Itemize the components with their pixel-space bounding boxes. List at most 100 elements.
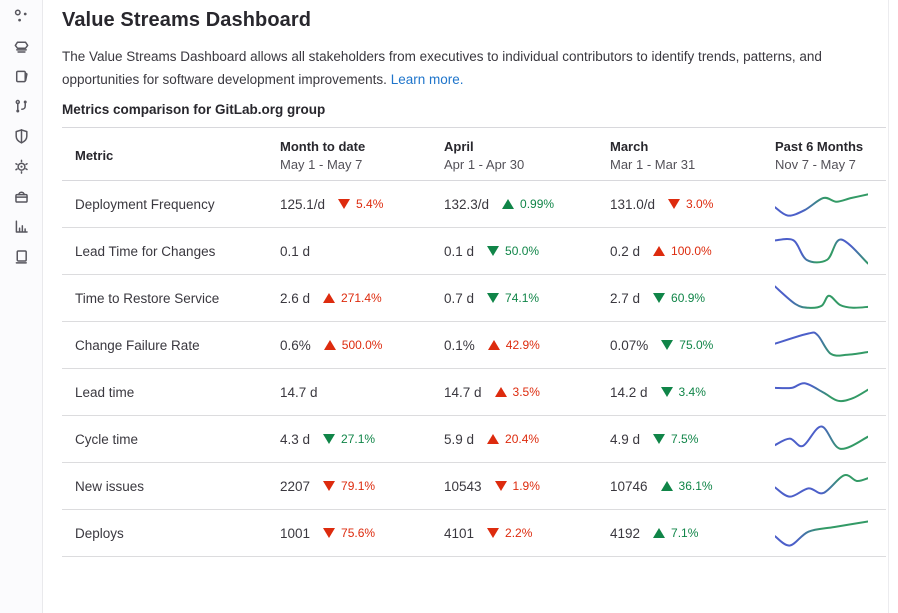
change-indicator: 2.2%	[487, 526, 532, 540]
triangle-down-icon	[668, 199, 681, 209]
triangle-down-icon	[653, 293, 666, 303]
change-percent: 3.4%	[678, 385, 706, 399]
triangle-up-icon	[487, 340, 500, 350]
table-row: Time to Restore Service 2.6 d 271.4% 0.7 d 7…	[62, 275, 886, 322]
metric-value: 4.9 d	[610, 431, 641, 447]
metric-value: 2.7 d	[610, 290, 641, 306]
metric-name: Lead Time for Changes	[75, 243, 216, 259]
change-indicator: 100.0%	[653, 244, 712, 258]
change-percent: 79.1%	[341, 479, 376, 493]
change-percent: 3.5%	[512, 385, 540, 399]
metric-value-cell: 4.9 d 7.5%	[610, 432, 775, 447]
dashboard-description: The Value Streams Dashboard allows all s…	[62, 45, 886, 91]
sparkline-cell	[775, 468, 886, 505]
metric-value: 4101	[444, 525, 475, 541]
column-header-past-6-months: Past 6 Months Nov 7 - May 7	[775, 137, 886, 172]
change-indicator: 75.0%	[661, 338, 713, 352]
chart-icon[interactable]	[13, 218, 30, 235]
metric-value-cell: 0.1 d 50.0%	[444, 244, 610, 259]
metric-value-cell: 5.9 d 20.4%	[444, 432, 610, 447]
metric-value-cell: 0.6% 500.0%	[280, 338, 444, 353]
metric-value-cell: 131.0/d 3.0%	[610, 197, 775, 212]
metric-value-cell: 0.7 d 74.1%	[444, 291, 610, 306]
triangle-down-icon	[494, 481, 507, 491]
package-icon[interactable]	[13, 188, 30, 205]
column-label: April	[444, 138, 474, 154]
gear-icon[interactable]	[13, 158, 30, 175]
change-indicator: 79.1%	[323, 479, 375, 493]
metric-value: 1001	[280, 525, 311, 541]
document-icon[interactable]	[13, 68, 30, 85]
change-indicator: 3.0%	[668, 197, 713, 211]
triangle-down-icon	[323, 481, 336, 491]
triangle-up-icon	[653, 246, 666, 256]
change-percent: 0.99%	[520, 197, 555, 211]
sparkline-chart	[775, 327, 868, 364]
metric-value: 132.3/d	[444, 196, 490, 212]
metrics-comparison-table: Metric Month to date May 1 - May 7 April Apr…	[62, 127, 886, 557]
page-title: Value Streams Dashboard	[62, 9, 312, 31]
triangle-down-icon	[487, 293, 500, 303]
metric-value: 2207	[280, 478, 311, 494]
circles-icon[interactable]	[13, 8, 30, 25]
sparkline-cell	[775, 186, 886, 223]
metric-value: 0.7 d	[444, 290, 475, 306]
metric-value: 0.07%	[610, 337, 649, 353]
column-header-metric: Metric	[62, 146, 280, 163]
learn-more-link[interactable]: Learn more.	[390, 72, 464, 87]
metric-value-cell: 10543 1.9%	[444, 479, 610, 494]
triangle-up-icon	[502, 199, 515, 209]
column-header-march: March Mar 1 - Mar 31	[610, 137, 775, 172]
change-percent: 500.0%	[341, 338, 383, 352]
table-row: Deployment Frequency 125.1/d 5.4% 132.3/d 0.…	[62, 181, 886, 228]
column-label: Month to date	[280, 138, 366, 154]
metric-value: 10746	[610, 478, 648, 494]
shield-icon[interactable]	[13, 128, 30, 145]
change-percent: 7.5%	[671, 432, 699, 446]
book-icon[interactable]	[13, 248, 30, 265]
change-percent: 74.1%	[505, 291, 540, 305]
change-indicator: 42.9%	[487, 338, 540, 352]
metric-value-cell: 0.1% 42.9%	[444, 338, 610, 353]
change-indicator: 7.1%	[653, 526, 698, 540]
change-percent: 36.1%	[678, 479, 713, 493]
sparkline-cell	[775, 280, 886, 317]
table-row: New issues 2207 79.1% 10543 1.9% 10746 36.1%	[62, 463, 886, 510]
server-icon[interactable]	[13, 38, 30, 55]
change-percent: 42.9%	[505, 338, 540, 352]
change-percent: 1.9%	[512, 479, 540, 493]
metric-value-cell: 14.7 d	[280, 385, 444, 400]
change-indicator: 500.0%	[323, 338, 383, 352]
triangle-up-icon	[494, 387, 507, 397]
change-indicator: 7.5%	[653, 432, 698, 446]
metric-value-cell: 4192 7.1%	[610, 526, 775, 541]
metric-value-cell: 1001 75.6%	[280, 526, 444, 541]
metric-value: 125.1/d	[280, 196, 326, 212]
change-indicator: 50.0%	[487, 244, 539, 258]
metric-value-cell: 0.1 d	[280, 244, 444, 259]
metric-value: 131.0/d	[610, 196, 656, 212]
change-indicator: 20.4%	[487, 432, 539, 446]
change-percent: 100.0%	[671, 244, 712, 258]
branch-icon[interactable]	[13, 98, 30, 115]
column-date-range: Apr 1 - Apr 30	[444, 156, 525, 172]
table-row: Cycle time 4.3 d 27.1% 5.9 d 20.4% 4.9 d 7.5%	[62, 416, 886, 463]
column-label: Metric	[75, 147, 114, 163]
change-percent: 271.4%	[341, 291, 382, 305]
metric-value-cell: 4.3 d 27.1%	[280, 432, 444, 447]
sparkline-cell	[775, 374, 886, 411]
table-row: Deploys 1001 75.6% 4101 2.2% 4192 7.1%	[62, 510, 886, 557]
triangle-up-icon	[487, 434, 500, 444]
triangle-up-icon	[660, 481, 673, 491]
column-label: March	[610, 138, 649, 154]
sparkline-chart	[775, 468, 868, 505]
triangle-down-icon	[661, 340, 674, 350]
change-indicator: 74.1%	[487, 291, 539, 305]
left-nav-sidebar	[0, 0, 43, 613]
triangle-down-icon	[653, 434, 666, 444]
change-percent: 75.6%	[341, 526, 376, 540]
table-body: Deployment Frequency 125.1/d 5.4% 132.3/d 0.…	[62, 181, 886, 557]
change-percent: 60.9%	[671, 291, 706, 305]
change-indicator: 36.1%	[660, 479, 713, 493]
